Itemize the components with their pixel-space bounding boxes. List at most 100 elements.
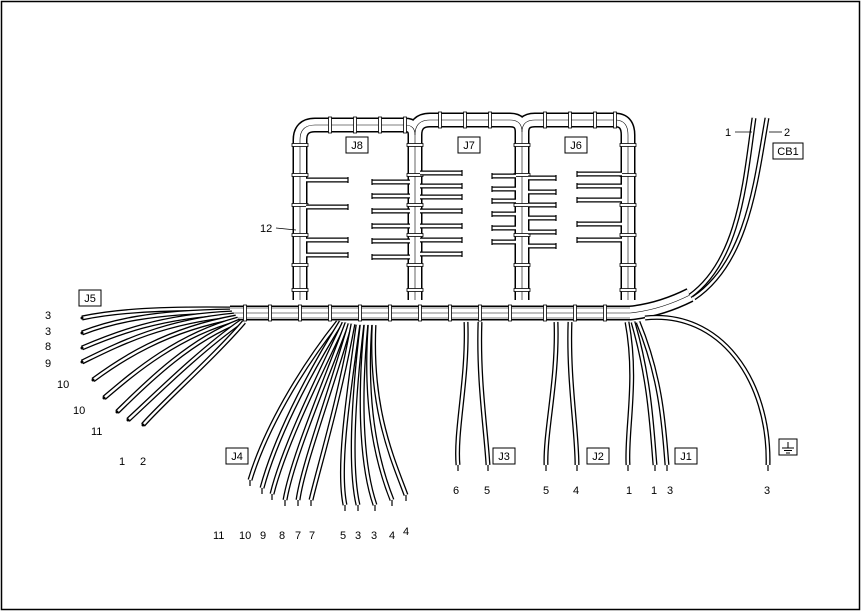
breakout-wires — [80, 117, 782, 511]
svg-text:J4: J4 — [231, 451, 243, 463]
svg-text:J6: J6 — [570, 140, 582, 152]
j3-wire — [455, 321, 469, 471]
svg-text:3: 3 — [667, 485, 673, 497]
connector-pin — [528, 202, 557, 208]
j1-wire — [624, 321, 635, 471]
cable-tie — [291, 233, 309, 237]
j4-wire — [269, 321, 347, 500]
connector-pin — [420, 223, 463, 229]
j5-wire — [80, 312, 235, 365]
j4-wire — [366, 324, 395, 506]
cable-tie — [619, 143, 637, 147]
j5-wire — [141, 320, 246, 427]
svg-text:CB1: CB1 — [777, 146, 798, 158]
cable-tie — [488, 111, 492, 129]
connector-pin — [491, 186, 516, 192]
connector-pins — [306, 170, 622, 260]
connector-pin — [371, 254, 410, 260]
connector-J7: J7 — [457, 136, 481, 154]
cable-tie — [291, 173, 309, 177]
connector-pin — [528, 215, 557, 221]
cable-tie — [543, 304, 547, 322]
cable-tie — [328, 116, 332, 134]
cable-tie — [268, 304, 272, 322]
cable-tie — [358, 304, 362, 322]
cable-tie — [291, 263, 309, 267]
j3-wire — [477, 321, 491, 471]
connector-pin — [420, 194, 463, 200]
j1-wire — [630, 321, 658, 471]
svg-text:J8: J8 — [351, 140, 363, 152]
connector-pin — [420, 208, 463, 214]
cable-tie — [513, 288, 531, 292]
j5-wire — [91, 314, 237, 383]
cable-tie — [513, 233, 531, 237]
cable-tie — [353, 116, 357, 134]
connector-pin — [371, 179, 410, 185]
svg-text:J7: J7 — [463, 140, 475, 152]
connector-pin — [371, 238, 410, 244]
connector-pin — [420, 183, 463, 189]
connector-pin — [576, 221, 622, 227]
cable-tie — [291, 203, 309, 207]
j4-wire — [359, 324, 378, 511]
svg-text:2: 2 — [784, 127, 790, 139]
cable-tie — [543, 111, 547, 129]
connector-pin — [306, 237, 349, 243]
svg-text:J3: J3 — [498, 451, 510, 463]
cable-tie — [613, 111, 617, 129]
svg-text:1: 1 — [725, 127, 731, 139]
svg-text:2: 2 — [140, 456, 146, 468]
cb1-wire — [688, 117, 757, 299]
svg-text:5: 5 — [340, 530, 346, 542]
cable-tie — [619, 233, 637, 237]
connector-pin — [491, 173, 516, 179]
j4-wire — [295, 323, 353, 506]
svg-text:J2: J2 — [592, 451, 604, 463]
cb1-wire — [692, 117, 770, 301]
ground-symbol-icon — [778, 438, 798, 456]
svg-text:11: 11 — [213, 530, 224, 542]
svg-text:J1: J1 — [680, 451, 692, 463]
svg-text:5: 5 — [484, 485, 490, 497]
j5-wire — [115, 318, 241, 414]
connector-pin — [420, 251, 463, 257]
cable-tie — [513, 173, 531, 177]
j5-wire — [80, 306, 231, 321]
connector-J5: J5 — [78, 289, 102, 307]
cable-tie — [513, 203, 531, 207]
svg-text:4: 4 — [573, 485, 579, 497]
connector-pin — [371, 193, 410, 199]
cable-tie — [406, 143, 424, 147]
svg-text:9: 9 — [260, 530, 266, 542]
j4-wire — [350, 324, 365, 511]
svg-text:4: 4 — [403, 526, 409, 538]
cable-tie — [328, 304, 332, 322]
connector-pin — [371, 208, 410, 214]
j2-labels: 5 4 — [543, 485, 579, 497]
j1-labels: 1 1 3 — [626, 485, 673, 497]
cable-tie — [243, 304, 247, 322]
cable-tie — [298, 304, 302, 322]
connector-pin — [576, 197, 622, 203]
connector-J2: J2 — [586, 447, 610, 465]
svg-text:8: 8 — [279, 530, 285, 542]
svg-text:1: 1 — [651, 485, 657, 497]
j5-labels: 3 3 8 9 10 10 11 1 2 — [45, 310, 146, 468]
svg-text:10: 10 — [57, 379, 69, 391]
cable-tie — [619, 288, 637, 292]
connector-pin — [491, 211, 516, 217]
cable-tie — [406, 203, 424, 207]
connector-J6: J6 — [564, 136, 588, 154]
j2-wire — [543, 321, 559, 471]
connector-pin — [371, 223, 410, 229]
cable-tie — [418, 304, 422, 322]
cable-tie — [448, 304, 452, 322]
cable-tie — [478, 304, 482, 322]
ground-wire — [644, 314, 771, 471]
cable-tie — [406, 263, 424, 267]
connector-J4: J4 — [225, 447, 249, 465]
cable-tie — [568, 111, 572, 129]
